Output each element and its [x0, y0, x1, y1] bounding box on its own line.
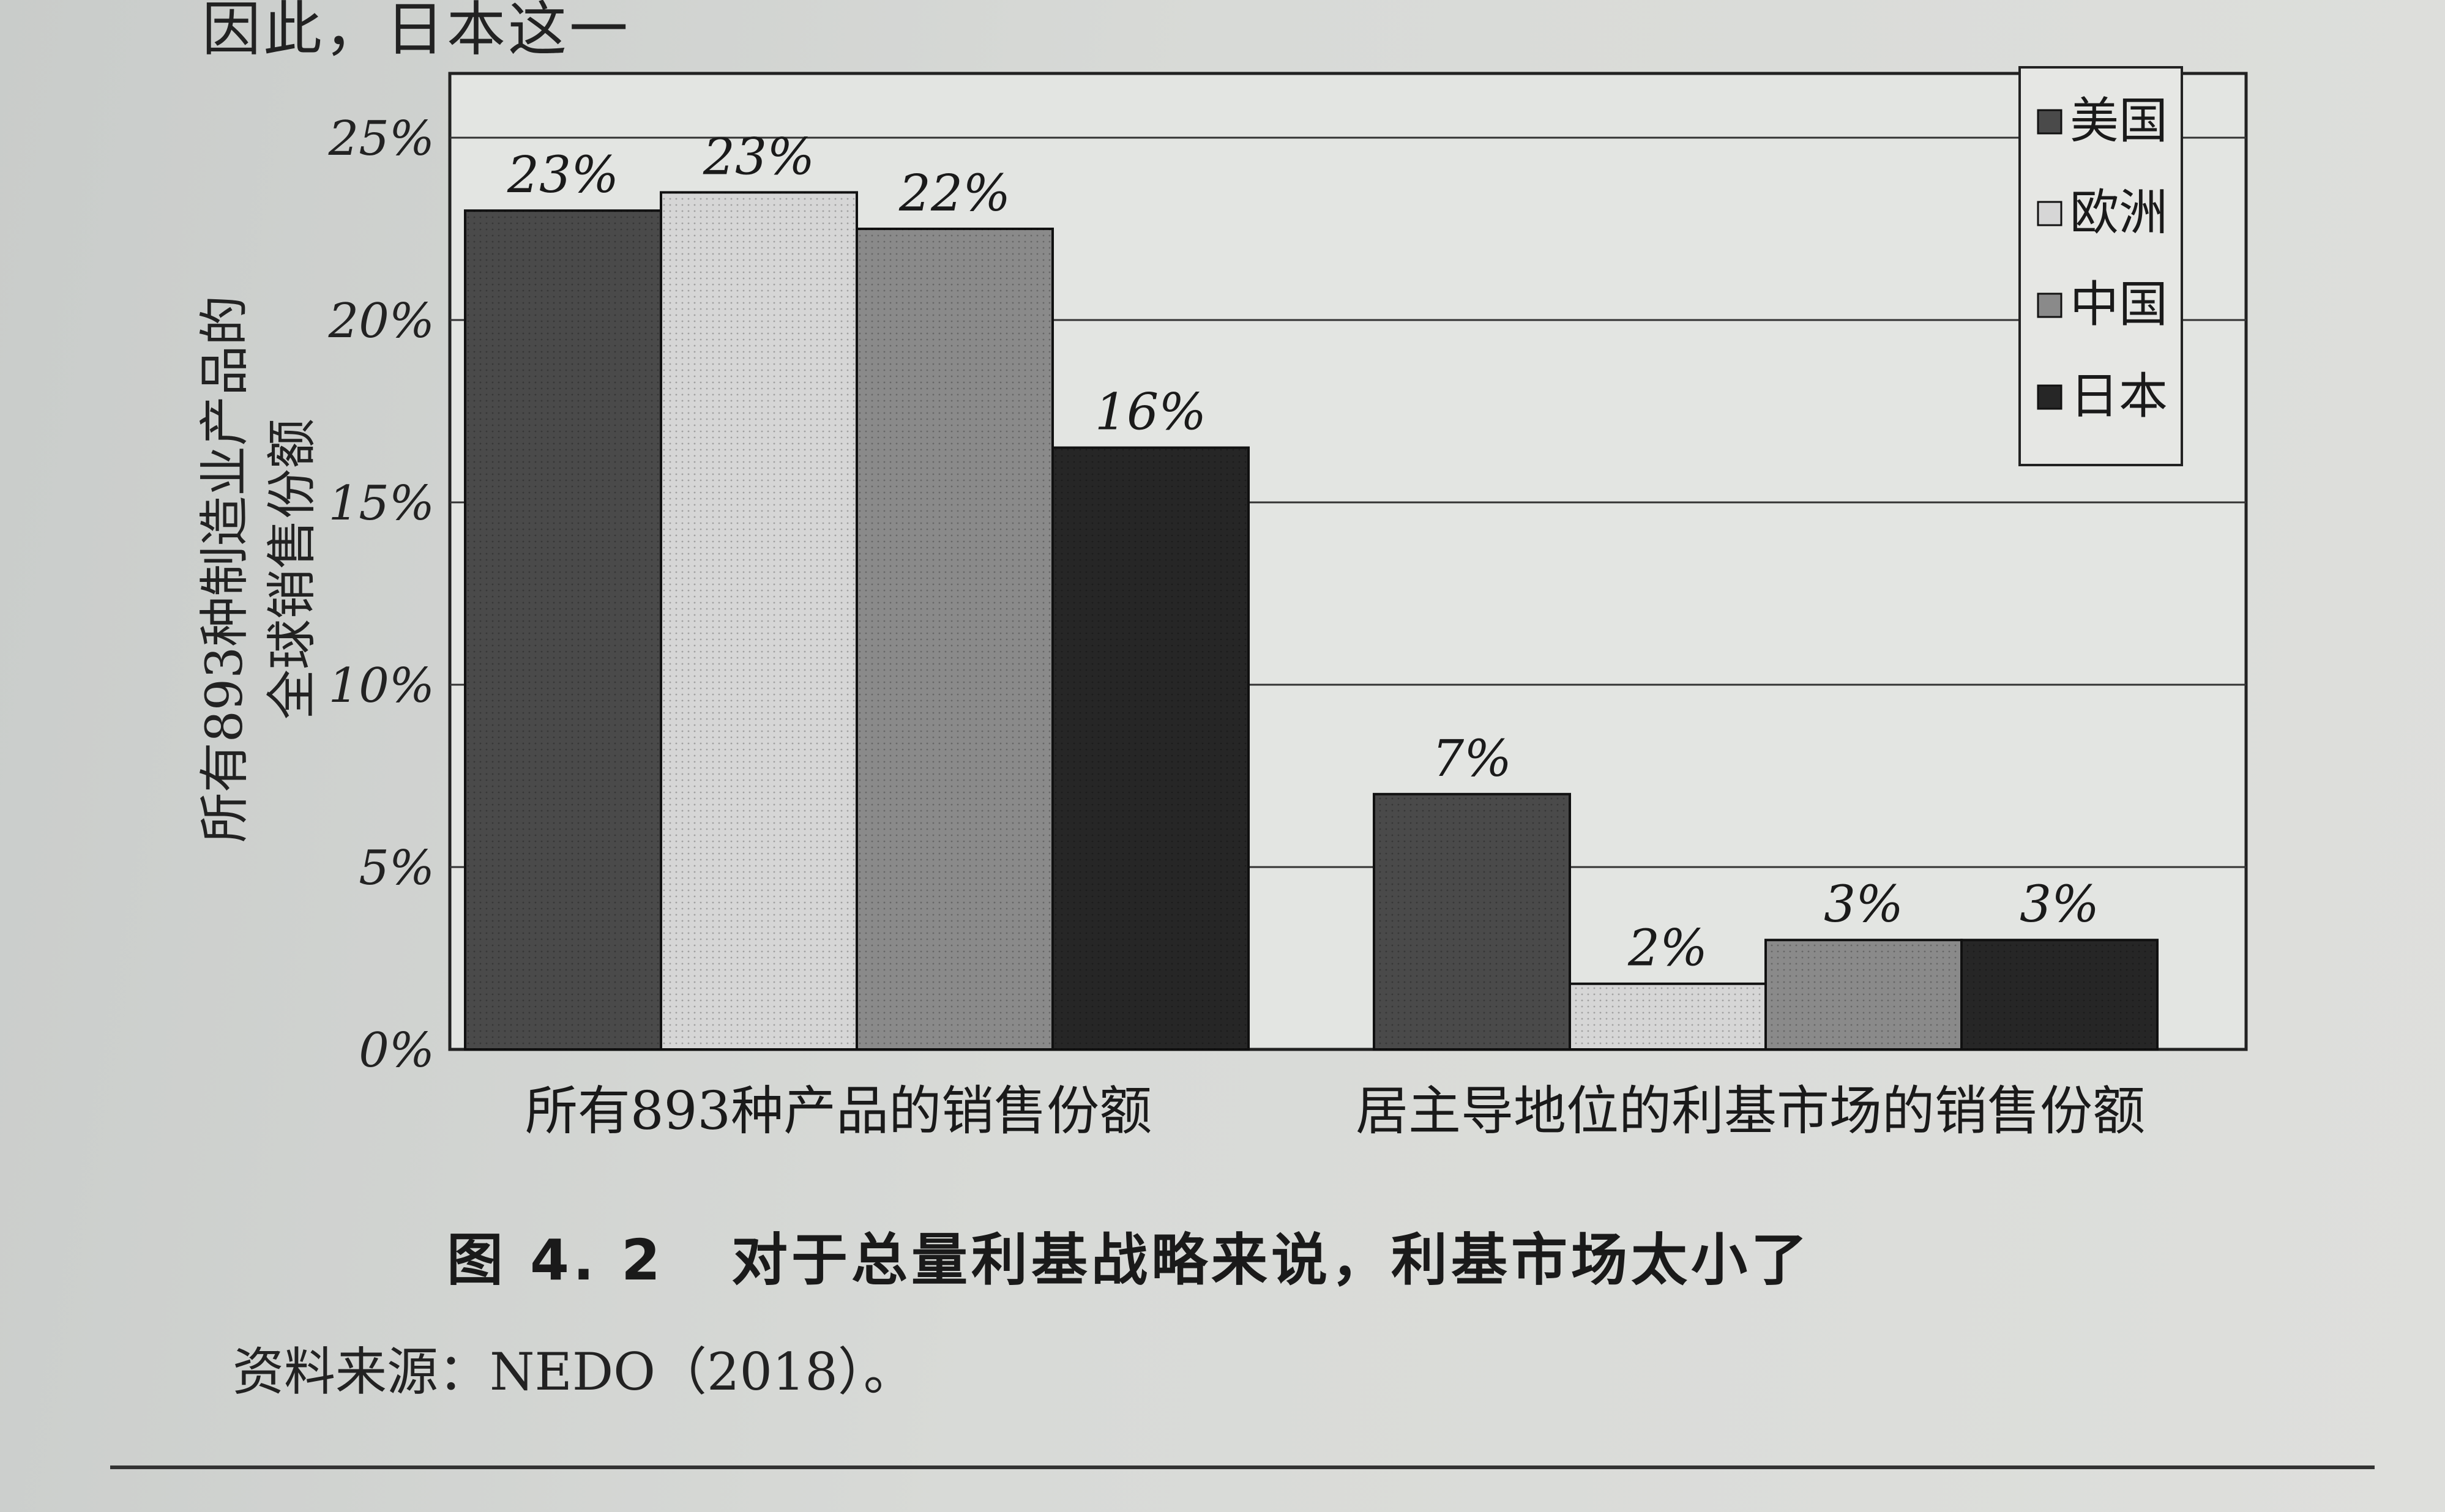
legend-label: 日本	[2070, 368, 2168, 425]
legend-swatch	[2037, 384, 2062, 410]
data-label: 16%	[1095, 384, 1206, 442]
data-label: 22%	[898, 165, 1010, 223]
bar-texture	[1766, 940, 1962, 1049]
bar-texture	[661, 192, 857, 1049]
bar-texture	[1053, 447, 1249, 1049]
bottom-rule	[110, 1465, 2375, 1469]
figure-number: 图 4. 2	[447, 1227, 665, 1293]
y-axis-label-line: 所有893种制造业产品的	[196, 296, 254, 843]
data-label: 3%	[1824, 876, 1903, 934]
legend-label: 欧洲	[2070, 184, 2168, 241]
bar-texture	[857, 229, 1053, 1049]
legend-swatch	[2037, 201, 2062, 226]
y-tick-label: 15%	[329, 476, 435, 531]
data-label: 2%	[1627, 920, 1708, 978]
bar-texture	[1962, 940, 2157, 1049]
bar-texture	[1374, 794, 1570, 1049]
y-tick-label: 25%	[328, 111, 435, 166]
y-tick-label: 0%	[359, 1023, 435, 1078]
bar-texture	[465, 210, 661, 1050]
figure-caption: 图 4. 2 对于总量利基战略来说，利基市场太小了	[447, 1215, 1811, 1296]
y-tick-label: 10%	[329, 658, 435, 713]
legend-swatch	[2037, 292, 2062, 318]
data-label: 3%	[2020, 876, 2099, 934]
bar-texture	[1570, 983, 1766, 1049]
page-top-text: 因此，日本这一	[202, 0, 630, 64]
category-label: 居主导地位的利基市场的销售份额	[1356, 1081, 2145, 1142]
legend-label: 美国	[2070, 92, 2168, 149]
data-label: 7%	[1432, 730, 1512, 788]
y-tick-label: 20%	[328, 294, 435, 349]
legend-label: 中国	[2070, 276, 2168, 333]
category-label: 所有893种产品的销售份额	[525, 1081, 1152, 1142]
y-tick-label: 5%	[359, 841, 435, 896]
data-label: 23%	[507, 146, 619, 204]
figure-title: 对于总量利基战略来说，利基市场太小了	[731, 1227, 1812, 1293]
source-note: 资料来源：NEDO（2018）。	[233, 1342, 915, 1402]
y-axis-label-line: 全球销售份额	[263, 419, 321, 720]
data-label: 23%	[703, 128, 815, 186]
legend-swatch	[2037, 109, 2062, 135]
